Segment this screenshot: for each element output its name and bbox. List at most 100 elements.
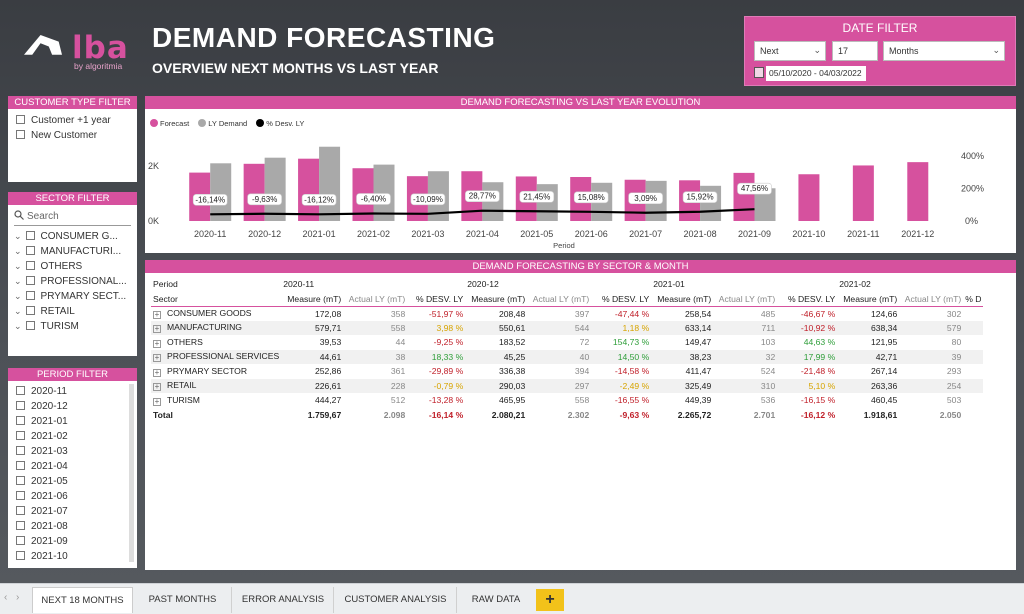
customer-option[interactable]: Customer +1 year [16, 113, 129, 128]
expand-icon[interactable]: + [153, 324, 161, 334]
checkbox[interactable] [16, 521, 25, 530]
sector-option[interactable]: ⌄ MANUFACTURI... [14, 244, 131, 259]
checkbox[interactable] [16, 536, 25, 545]
chevron-down-icon[interactable]: ⌄ [14, 291, 22, 301]
expand-icon[interactable]: + [153, 310, 161, 319]
date-count-input[interactable]: 17 [832, 41, 878, 61]
data-label-bg [628, 192, 663, 205]
period-option[interactable]: 2021-10 [16, 549, 129, 564]
expand-icon[interactable]: + [153, 396, 161, 406]
tab-error-analysis[interactable]: ERROR ANALYSIS [233, 587, 334, 613]
calendar-icon[interactable] [754, 67, 764, 78]
date-unit-select[interactable]: Months ⌄ [883, 41, 1005, 61]
desv-cell: 3,98 % [436, 322, 464, 333]
period-option[interactable]: 2021-08 [16, 519, 129, 534]
measure-header: Actual LY (mT) [348, 293, 406, 304]
date-range-value[interactable]: 05/10/2020 - 04/03/2022 [766, 66, 866, 81]
desv-cell: -9,63 % [619, 409, 650, 420]
checkbox[interactable] [25, 261, 35, 270]
desv-cell [963, 306, 983, 321]
checkbox[interactable] [16, 446, 25, 455]
checkbox[interactable] [16, 130, 25, 139]
table-row[interactable]: + RETAIL 226,61 228 -0,79 % 290,03 297 -2,49 % 3… [151, 378, 984, 394]
period-label: 2021-02 [31, 431, 68, 442]
checkbox[interactable] [16, 401, 25, 410]
period-option[interactable]: 2021-03 [16, 444, 129, 459]
sector-option[interactable]: ⌄ CONSUMER G... [14, 229, 131, 244]
customer-type-filter: CUSTOMER TYPE FILTER Customer +1 year Ne… [8, 96, 137, 182]
sector-option[interactable]: ⌄ TURISM [14, 319, 131, 334]
checkbox[interactable] [25, 321, 35, 330]
actual-ly-cell: 2.098 [383, 409, 406, 420]
chevron-down-icon[interactable]: ⌄ [14, 321, 22, 331]
period-header: 2021-01 [653, 279, 685, 290]
tab-customer-analysis[interactable]: CUSTOMER ANALYSIS [335, 587, 457, 613]
checkbox[interactable] [16, 506, 25, 515]
date-mode-select[interactable]: Next ⌄ [754, 41, 826, 61]
customer-option[interactable]: New Customer [16, 128, 129, 143]
sector-search[interactable]: Search [14, 210, 131, 226]
expand-icon[interactable]: + [153, 338, 161, 348]
sector-cell: + RETAIL [151, 379, 281, 394]
checkbox[interactable] [16, 416, 25, 425]
sector-cell: + PRYMARY SECTOR [151, 364, 281, 379]
checkbox[interactable] [16, 551, 25, 560]
expand-icon[interactable]: + [153, 367, 161, 377]
period-option[interactable]: 2020-12 [16, 399, 129, 414]
tab-scroll-left-icon[interactable]: ‹ [4, 592, 8, 603]
checkbox[interactable] [25, 306, 35, 315]
period-option[interactable]: 2021-06 [16, 489, 129, 504]
tab-next-18-months[interactable]: NEXT 18 MONTHS [32, 587, 133, 613]
expand-icon[interactable]: + [153, 353, 161, 363]
add-page-button[interactable]: + [536, 589, 564, 611]
table-row[interactable]: + MANUFACTURING 579,71 558 3,98 % 550,61 544 1,… [151, 320, 984, 335]
period-option[interactable]: 2021-09 [16, 534, 129, 549]
period-option[interactable]: 2021-01 [16, 414, 129, 429]
checkbox[interactable] [16, 386, 25, 395]
x-tick-label: 2021-03 [411, 229, 444, 239]
period-option[interactable]: 2021-05 [16, 474, 129, 489]
period-label: 2021-05 [31, 476, 68, 487]
chevron-down-icon[interactable]: ⌄ [14, 276, 22, 286]
period-scrollbar[interactable] [129, 384, 134, 562]
period-option[interactable]: 2021-02 [16, 429, 129, 444]
data-label-bg [573, 191, 609, 204]
checkbox[interactable] [16, 476, 25, 485]
sector-option[interactable]: ⌄ OTHERS [14, 259, 131, 274]
checkbox[interactable] [25, 276, 35, 285]
tab-raw-data[interactable]: RAW DATA [471, 594, 521, 605]
chevron-down-icon[interactable]: ⌄ [14, 261, 22, 271]
sector-option[interactable]: ⌄ PROFESSIONAL... [14, 274, 131, 289]
chevron-down-icon[interactable]: ⌄ [14, 246, 22, 256]
checkbox[interactable] [16, 115, 25, 124]
period-option[interactable]: 2021-04 [16, 459, 129, 474]
tab-past-months[interactable]: PAST MONTHS [134, 587, 232, 613]
period-label: 2021-07 [31, 506, 68, 517]
checkbox[interactable] [25, 231, 35, 240]
expand-icon[interactable]: + [153, 382, 161, 392]
chevron-down-icon[interactable]: ⌄ [14, 231, 22, 241]
tab-scroll-right-icon[interactable]: › [16, 592, 20, 603]
chevron-down-icon[interactable]: ⌄ [14, 306, 22, 316]
desv-cell: -16,15 % [800, 395, 836, 406]
table-row[interactable]: + CONSUMER GOODS 172,08 358 -51,97 % 208,48 39… [151, 306, 983, 321]
table-row[interactable]: + OTHERS 39,53 44 -9,25 % 183,52 72 154,73 % 149… [151, 335, 983, 350]
table-row[interactable]: + TURISM 444,27 512 -13,28 % 465,95 558 -16,55 … [151, 393, 983, 408]
data-label-bg [519, 190, 555, 203]
period-label: 2021-04 [31, 461, 68, 472]
period-header: 2021-02 [839, 279, 871, 290]
data-label-bg [737, 182, 772, 195]
table-row[interactable]: + PROFESSIONAL SERVICES 44,61 38 18,33 % 45,2… [151, 349, 984, 364]
sector-option[interactable]: ⌄ RETAIL [14, 304, 131, 319]
table-total-row[interactable]: Total 1.759,67 2.098 -16,14 % 2.080,21 2.302 -… [151, 408, 983, 423]
checkbox[interactable] [25, 291, 35, 300]
table-row[interactable]: + PRYMARY SECTOR 252,86 361 -29,89 % 336,38 39… [151, 364, 983, 379]
checkbox[interactable] [16, 461, 25, 470]
checkbox[interactable] [25, 246, 35, 255]
period-option[interactable]: 2020-11 [16, 384, 129, 399]
checkbox[interactable] [16, 431, 25, 440]
period-option[interactable]: 2021-07 [16, 504, 129, 519]
checkbox[interactable] [16, 491, 25, 500]
evolution-chart-panel: DEMAND FORECASTING VS LAST YEAR EVOLUTIO… [145, 96, 1016, 253]
sector-option[interactable]: ⌄ PRYMARY SECT... [14, 289, 131, 304]
